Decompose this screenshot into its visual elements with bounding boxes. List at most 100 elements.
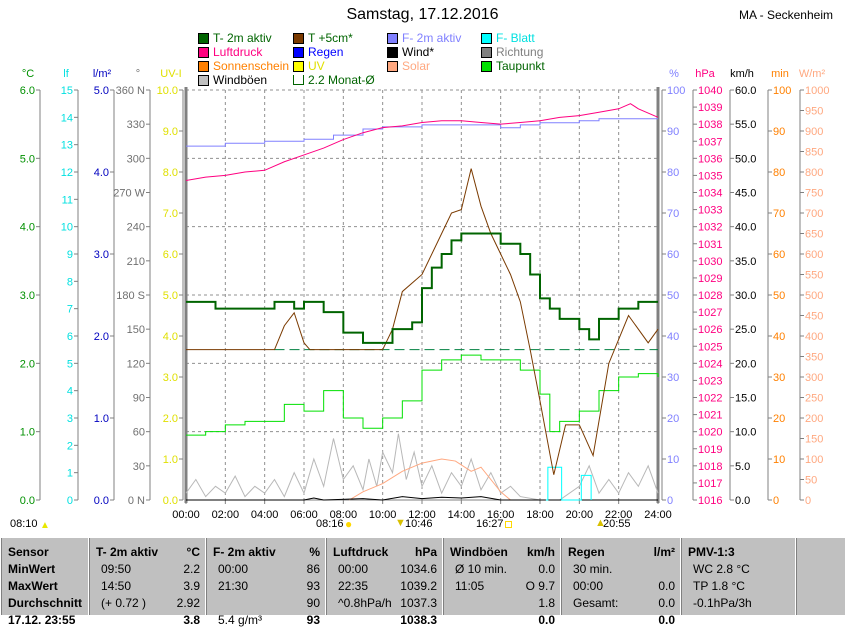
column-unit: % (309, 545, 320, 559)
dir-tick-label: 90 (133, 393, 145, 405)
legend-swatch (198, 74, 209, 86)
dir-tick-label: 210 (127, 256, 145, 268)
uv-tick-label: 1.0 (163, 454, 178, 466)
press-tick-label: 1016 (698, 495, 722, 507)
legend-label: Taupunkt (496, 59, 545, 73)
summary-table: Sensor MinWert MaxWert Durchschnitt 17.12. 2… (0, 538, 845, 627)
dir-tick-label: 300 (127, 153, 145, 165)
column-unit: °C (186, 545, 200, 559)
hum-tick-label: 0 (667, 495, 673, 507)
legend-item: Taupunkt (481, 59, 545, 73)
press-tick-label: 1039 (698, 102, 722, 114)
temp-tick-label: 0.0 (20, 495, 35, 507)
cell-label: MaxWert (8, 579, 58, 593)
temp-tick-label: 5.0 (20, 153, 35, 165)
cell-value: 1038.3 (400, 613, 437, 627)
dir-tick-label: 180 S (116, 290, 145, 302)
sunmin-axis-unit: min (771, 68, 789, 80)
cell-value: 1034.6 (400, 562, 437, 576)
uv-tick-label: 6.0 (163, 249, 178, 261)
solar-tick-label: 250 (805, 393, 823, 405)
hum-axis-unit: % (669, 68, 679, 80)
cell-value: 93 (306, 579, 320, 593)
dir-tick-label: 120 (127, 358, 145, 370)
press-tick-label: 1027 (698, 307, 722, 319)
wind-tick-label: 0.0 (735, 495, 750, 507)
column-header: Regen (568, 545, 605, 559)
temp-axis-unit: °C (22, 68, 34, 80)
x-tick-label: 20:00 (566, 509, 594, 521)
legend-item: 2.2 Monat-Ø (293, 73, 375, 87)
column-header: PMV-1:3 (688, 545, 735, 559)
solar-tick-label: 350 (805, 352, 823, 364)
solar-tick-label: 50 (805, 475, 817, 487)
uv-tick-label: 2.0 (163, 413, 178, 425)
uv-tick-label: 5.0 (163, 290, 178, 302)
x-tick-label: 00:00 (172, 509, 200, 521)
lf-tick-label: 3 (67, 413, 73, 425)
hum-tick-label: 10 (667, 454, 679, 466)
legend-swatch (293, 32, 304, 44)
solar-tick-label: 750 (805, 188, 823, 200)
press-tick-label: 1035 (698, 170, 722, 182)
table-column: Windböen km/h Ø 10 min. 0.0 11:05 O 9.7 1.8 0.0 (442, 538, 561, 627)
cell-value: 2.92 (176, 596, 200, 610)
legend-item: T- 2m aktiv (198, 31, 272, 45)
sunmin-tick-label: 50 (773, 290, 785, 302)
lf-tick-label: 8 (67, 276, 73, 288)
sun-icon: ● (345, 517, 353, 531)
series-luftdruck (185, 103, 659, 182)
column-header: F- 2m aktiv (213, 545, 276, 559)
legend-swatch (387, 32, 398, 44)
press-tick-label: 1028 (698, 290, 722, 302)
press-tick-label: 1023 (698, 375, 722, 387)
chart-svg: °C0.01.02.03.04.05.06.0lf012345678910111… (20, 68, 830, 521)
uv-axis-unit: UV-I (160, 68, 181, 80)
solar-tick-label: 550 (805, 270, 823, 282)
x-tick-label: 12:00 (408, 509, 436, 521)
legend-swatch (198, 32, 209, 44)
press-tick-label: 1040 (698, 85, 722, 97)
cell-label: 17.12. 23:55 (8, 613, 76, 627)
hum-tick-label: 20 (667, 413, 679, 425)
uv-tick-label: 3.0 (163, 372, 178, 384)
legend-swatch (293, 75, 304, 85)
press-tick-label: 1034 (698, 188, 722, 200)
column-unit: hPa (414, 545, 437, 559)
dir-tick-label: 0 N (128, 495, 145, 507)
press-tick-label: 1036 (698, 153, 722, 165)
press-tick-label: 1020 (698, 427, 722, 439)
wind-tick-label: 15.0 (735, 393, 756, 405)
cell-label: Gesamt: (573, 596, 619, 610)
solar-tick-label: 1000 (805, 85, 829, 97)
press-tick-label: 1030 (698, 256, 722, 268)
lf-tick-label: 5 (67, 358, 73, 370)
uv-tick-label: 9.0 (163, 126, 178, 138)
solar-tick-label: 700 (805, 208, 823, 220)
dir-tick-label: 30 (133, 461, 145, 473)
press-tick-label: 1022 (698, 393, 722, 405)
wind-tick-label: 60.0 (735, 85, 756, 97)
solar-tick-label: 950 (805, 106, 823, 118)
column-unit: l/m² (653, 545, 675, 559)
table-column: T- 2m aktiv °C 09:50 2.2 14:50 3.9 (+ 0.72 ) 2.… (88, 538, 206, 627)
cell-value: 3.8 (183, 613, 200, 627)
hum-tick-label: 90 (667, 126, 679, 138)
press-tick-label: 1021 (698, 410, 722, 422)
cell-value: O 9.7 (525, 579, 555, 593)
rain-tick-label: 0.0 (94, 495, 109, 507)
legend-label: Solar (402, 59, 431, 73)
sunset-icon (505, 521, 512, 528)
cell-value: 93 (306, 613, 320, 627)
hum-tick-label: 40 (667, 331, 679, 343)
solar-tick-label: 450 (805, 311, 823, 323)
solar-tick-label: 800 (805, 167, 823, 179)
dir-tick-label: 150 (127, 324, 145, 336)
legend-swatch (387, 46, 398, 58)
press-tick-label: 1033 (698, 205, 722, 217)
lf-tick-label: 1 (67, 468, 73, 480)
solar-tick-label: 900 (805, 126, 823, 138)
cell-label: 22:35 (338, 579, 369, 593)
solar-tick-label: 850 (805, 147, 823, 159)
legend-swatch (481, 46, 492, 58)
